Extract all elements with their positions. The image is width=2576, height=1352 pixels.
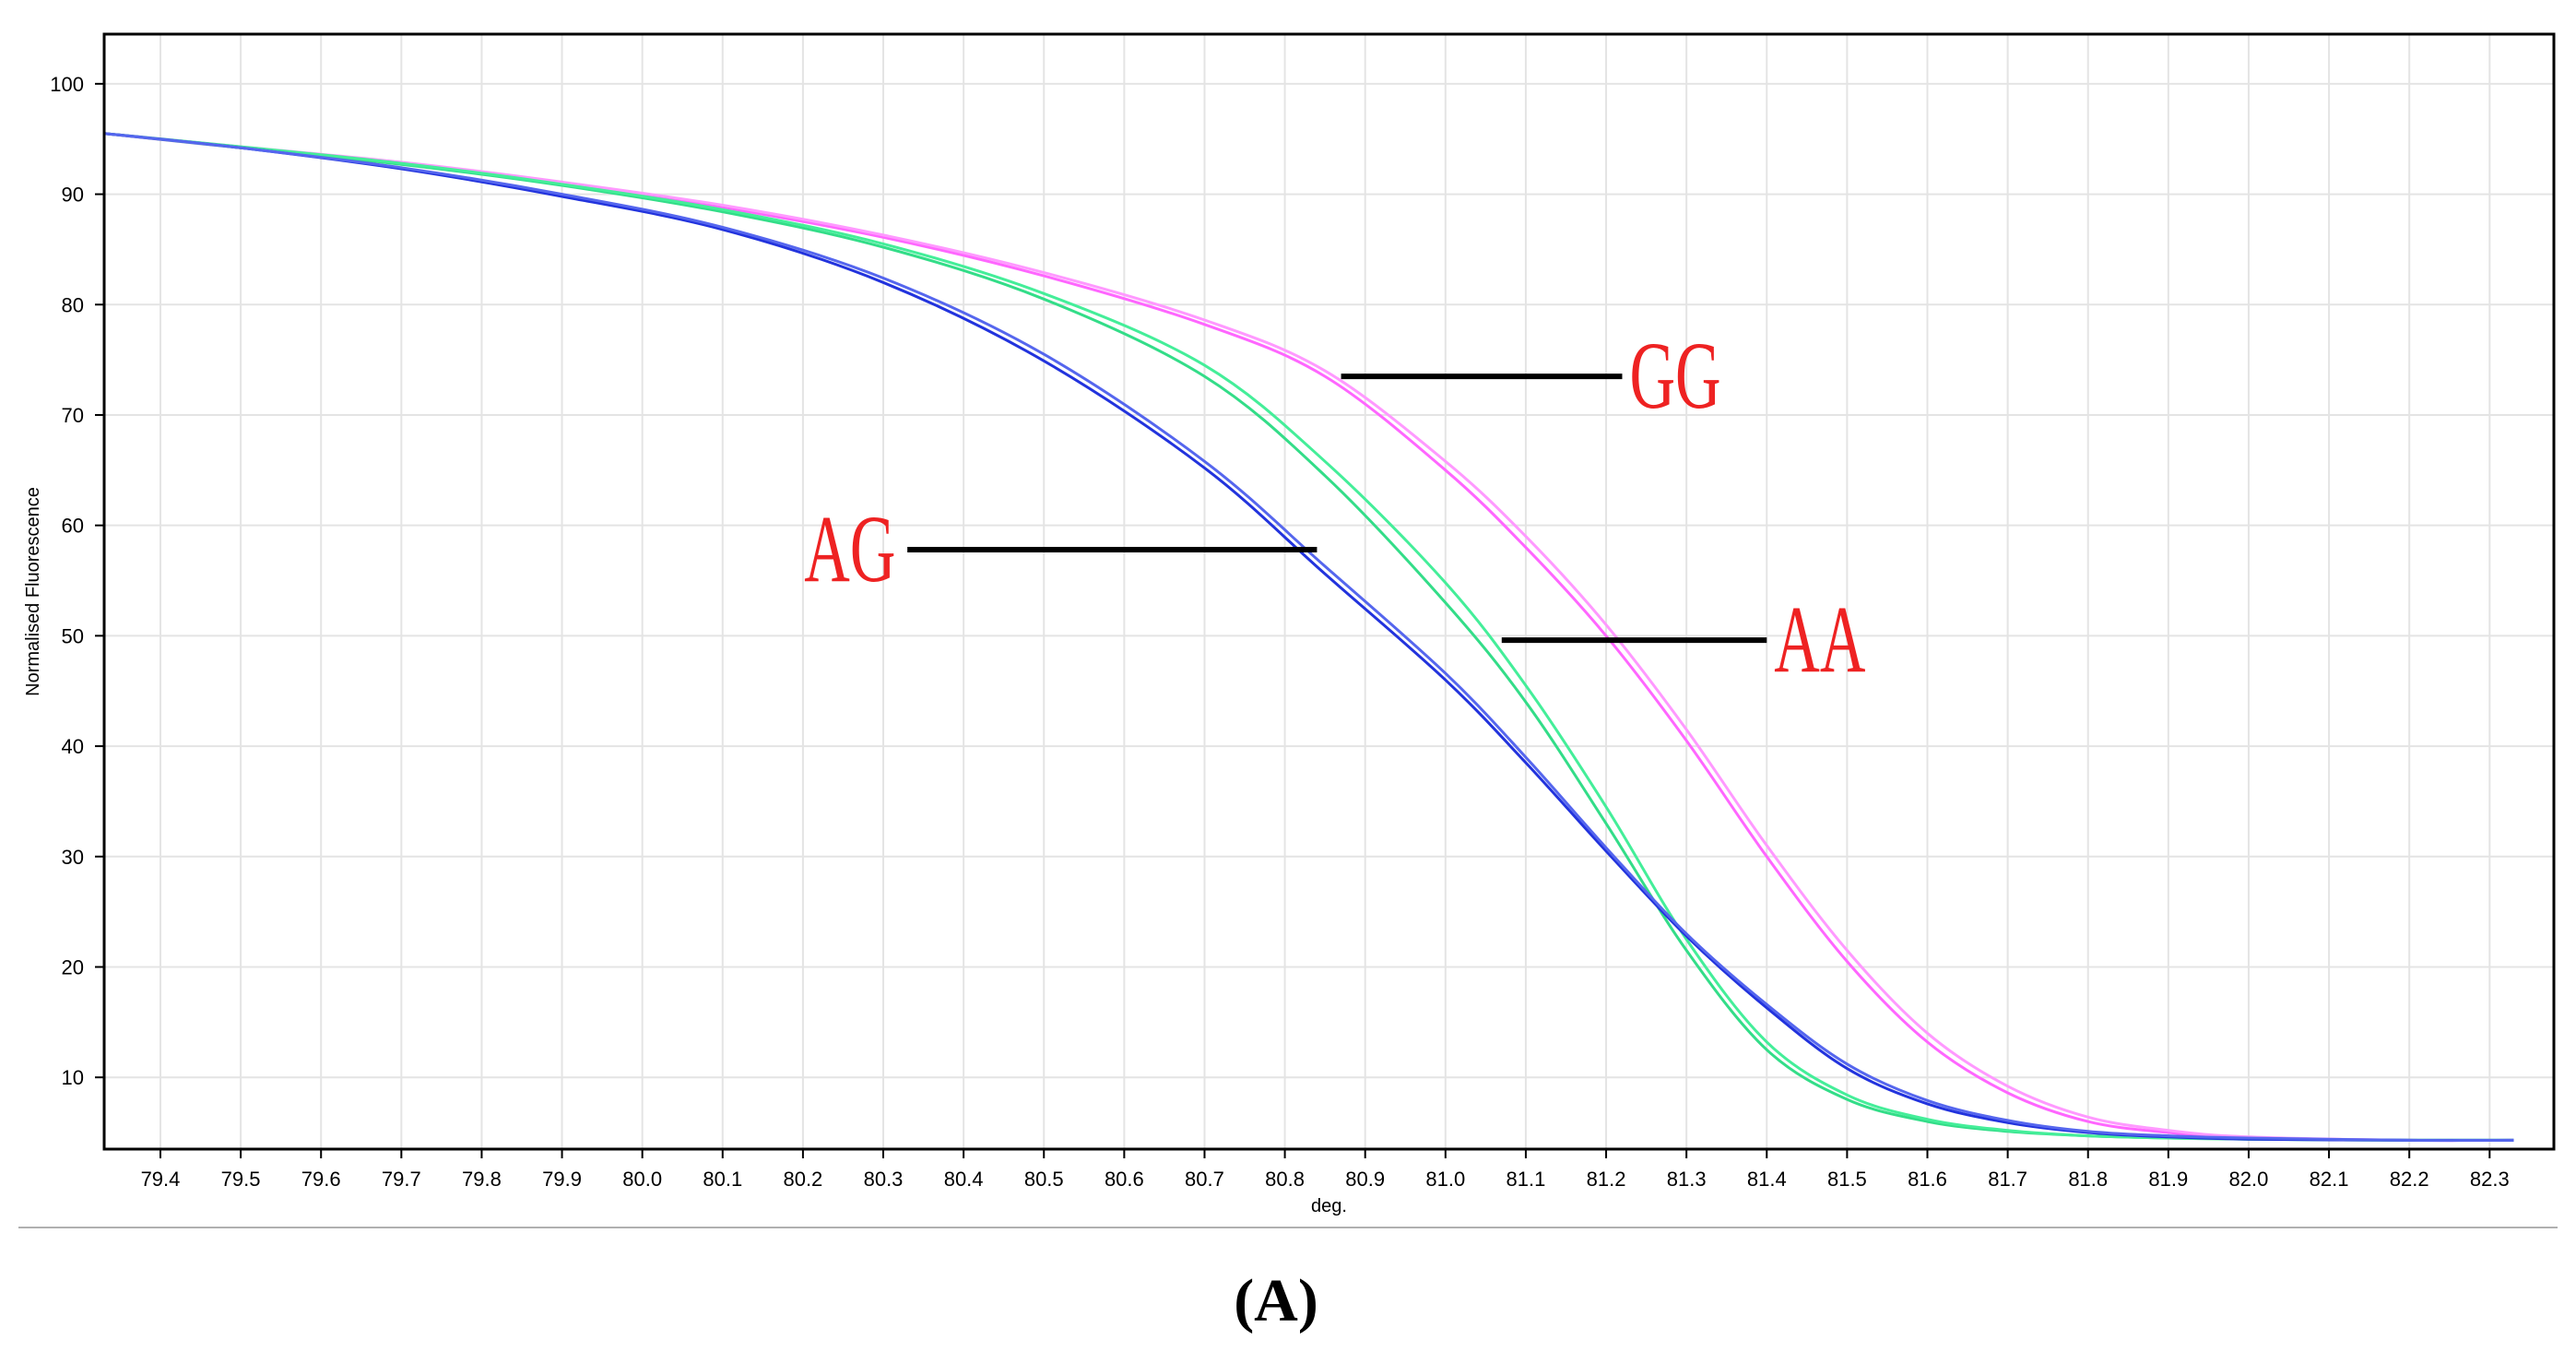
x-tick-label: 81.5: [1827, 1168, 1867, 1191]
x-tick-label: 80.8: [1265, 1168, 1305, 1191]
x-tick-label: 81.8: [2068, 1168, 2108, 1191]
y-tick-label: 40: [62, 735, 84, 758]
y-tick-label: 100: [50, 73, 84, 96]
x-tick-label: 82.2: [2390, 1168, 2429, 1191]
y-tick-label: 20: [62, 955, 84, 978]
x-tick-label: 81.6: [1908, 1168, 1947, 1191]
series-line-4: [103, 132, 2514, 1142]
x-tick-label: 82.0: [2229, 1168, 2269, 1191]
plot-area-border: [102, 32, 2556, 1151]
y-tick-label: 80: [62, 293, 84, 316]
x-tick-label: 79.9: [542, 1168, 582, 1191]
x-tick-label: 81.2: [1587, 1168, 1626, 1191]
x-tick-label: 79.4: [141, 1168, 181, 1191]
x-tick-label: 79.5: [221, 1168, 261, 1191]
y-tick-label: 10: [62, 1066, 84, 1089]
y-tick-label: 30: [62, 846, 84, 869]
x-tick-label: 79.7: [382, 1168, 421, 1191]
x-tick-label: 80.7: [1185, 1168, 1224, 1191]
x-axis-label: deg.: [1311, 1196, 1347, 1216]
panel-label: (A): [1234, 1267, 1318, 1334]
x-tick-label: 80.4: [944, 1168, 984, 1191]
y-tick-label: 90: [62, 184, 84, 207]
y-axis-ticks: 10 20 30 40 50 60 70 80 90 100: [50, 73, 104, 1089]
x-tick-label: 81.0: [1425, 1168, 1465, 1191]
x-tick-label: 80.2: [783, 1168, 822, 1191]
x-tick-label: 80.9: [1345, 1168, 1385, 1191]
x-axis-ticks: 79.4 79.5 79.6 79.7 79.8 79.9 80.0 80.1 80.2 80.3…: [141, 1149, 2510, 1191]
grid: [104, 34, 2554, 1149]
series-line-6: [103, 132, 2514, 1143]
genotype-label: AA: [1774, 587, 1865, 694]
x-tick-label: 81.1: [1507, 1168, 1546, 1191]
y-tick-label: 50: [62, 624, 84, 647]
genotype-annotations: GG AG AA: [804, 323, 1865, 694]
series-group: [103, 132, 2514, 1143]
series-line-2: [103, 132, 2514, 1143]
x-tick-label: 81.7: [1988, 1168, 2027, 1191]
x-tick-label: 80.3: [864, 1168, 904, 1191]
x-tick-label: 80.5: [1024, 1168, 1064, 1191]
genotype-label: AG: [804, 496, 895, 603]
y-tick-label: 70: [62, 404, 84, 427]
x-tick-label: 82.3: [2470, 1168, 2510, 1191]
x-tick-label: 79.6: [301, 1168, 341, 1191]
x-tick-label: 81.9: [2148, 1168, 2188, 1191]
genotype-label: GG: [1629, 323, 1720, 430]
x-tick-label: 80.1: [703, 1168, 742, 1191]
x-tick-label: 81.3: [1667, 1168, 1707, 1191]
x-tick-label: 79.8: [462, 1168, 502, 1191]
x-tick-label: 81.4: [1747, 1168, 1787, 1191]
y-axis-label: Normalised Fluorescence: [23, 487, 43, 696]
y-tick-label: 60: [62, 515, 84, 538]
x-tick-label: 82.1: [2310, 1168, 2349, 1191]
x-tick-label: 80.0: [622, 1168, 662, 1191]
x-tick-label: 80.6: [1105, 1168, 1144, 1191]
